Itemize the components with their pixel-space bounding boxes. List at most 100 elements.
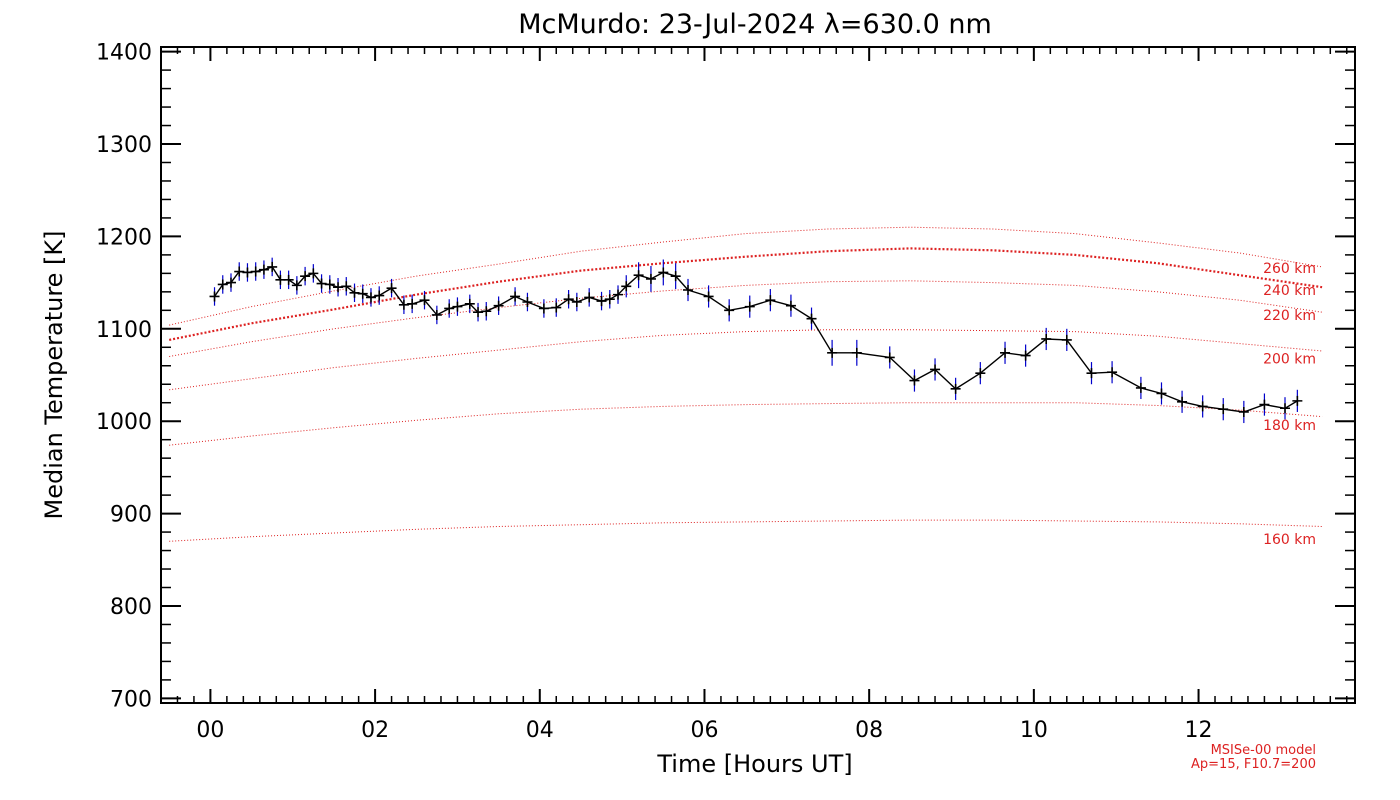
error-bars xyxy=(213,257,1298,424)
data-point xyxy=(374,290,385,301)
y-tick-label: 800 xyxy=(110,595,152,620)
data-point xyxy=(444,303,455,314)
model-label-200-km: 200 km xyxy=(1263,352,1316,368)
data-point xyxy=(464,298,475,309)
data-point xyxy=(250,266,261,277)
data-point xyxy=(398,299,409,310)
data-point xyxy=(1020,350,1031,361)
x-tick-label: 08 xyxy=(855,718,883,743)
x-tick-label: 04 xyxy=(526,718,554,743)
data-point xyxy=(291,280,302,291)
data-point xyxy=(884,352,895,363)
data-point xyxy=(419,295,430,306)
data-point xyxy=(613,289,624,300)
data-point xyxy=(407,298,418,309)
data-point xyxy=(621,281,632,292)
x-tick-label: 00 xyxy=(196,718,224,743)
y-tick-label: 1000 xyxy=(96,410,152,435)
plot-frame xyxy=(160,46,1356,704)
data-point xyxy=(806,313,817,324)
model-curve-200-km xyxy=(169,329,1323,391)
x-tick-label: 10 xyxy=(1020,718,1048,743)
data-point xyxy=(703,291,714,302)
data-point xyxy=(1177,396,1188,407)
data-point xyxy=(308,268,319,279)
data-point xyxy=(225,277,236,288)
model-curve-260-km xyxy=(169,226,1323,326)
data-point xyxy=(1156,388,1167,399)
observed-series xyxy=(209,261,1303,417)
data-point xyxy=(975,368,986,379)
data-point xyxy=(596,296,607,307)
chart-title: McMurdo: 23-Jul-2024 λ=630.0 nm xyxy=(518,9,992,40)
data-point xyxy=(349,287,360,298)
x-ticks: 00 02 04 06 08 10 12 xyxy=(176,47,1348,743)
data-point xyxy=(234,266,245,277)
data-point xyxy=(283,274,294,285)
model-curve-220-km xyxy=(169,280,1323,357)
model-curve-240-km xyxy=(168,247,1323,341)
y-tick-label: 700 xyxy=(110,687,152,712)
data-point xyxy=(1238,406,1249,417)
observed-line xyxy=(213,266,1298,413)
data-point xyxy=(645,273,656,284)
data-point xyxy=(785,300,796,311)
data-point xyxy=(365,292,376,303)
data-point xyxy=(584,292,595,303)
data-point xyxy=(324,279,335,290)
data-point xyxy=(1061,334,1072,345)
data-point xyxy=(950,383,961,394)
data-point xyxy=(333,282,344,293)
y-tick-label: 1300 xyxy=(96,133,152,158)
data-point xyxy=(1041,333,1052,344)
data-point xyxy=(658,267,669,278)
data-point xyxy=(1292,395,1303,406)
data-point xyxy=(1000,347,1011,358)
y-tick-label: 900 xyxy=(110,503,152,528)
y-tick-label: 1400 xyxy=(96,41,152,66)
y-tick-label: 1100 xyxy=(96,318,152,343)
data-point xyxy=(930,364,941,375)
model-note-line-2: Ap=15, F10.7=200 xyxy=(1191,757,1316,772)
model-label-160-km: 160 km xyxy=(1263,532,1316,548)
model-label-180-km: 180 km xyxy=(1263,418,1316,434)
x-tick-label: 06 xyxy=(690,718,718,743)
y-tick-label: 1200 xyxy=(96,225,152,250)
data-point xyxy=(1218,404,1229,415)
x-tick-label: 12 xyxy=(1185,718,1213,743)
data-point xyxy=(209,291,220,302)
data-point xyxy=(452,301,463,312)
data-point xyxy=(510,291,521,302)
data-point xyxy=(744,301,755,312)
data-point xyxy=(431,309,442,320)
data-point xyxy=(1280,403,1291,414)
model-label-220-km: 220 km xyxy=(1263,308,1316,324)
data-point xyxy=(1135,382,1146,393)
model-note-line-1: MSISe-00 model xyxy=(1211,743,1316,758)
data-point xyxy=(724,305,735,316)
data-point xyxy=(827,347,838,358)
data-point xyxy=(300,271,311,282)
data-point xyxy=(765,295,776,306)
data-point xyxy=(341,281,352,292)
data-point xyxy=(670,271,681,282)
data-point xyxy=(851,347,862,358)
x-tick-label: 02 xyxy=(361,718,389,743)
data-point xyxy=(258,264,269,275)
data-point xyxy=(563,294,574,305)
data-point xyxy=(357,288,368,299)
data-point xyxy=(267,261,278,272)
data-point xyxy=(386,283,397,294)
data-point xyxy=(551,302,562,313)
data-point xyxy=(538,303,549,314)
data-point xyxy=(571,297,582,308)
data-point xyxy=(1107,367,1118,378)
data-point xyxy=(473,307,484,318)
data-point xyxy=(522,297,533,308)
model-labels: 160 km 180 km 200 km 220 km 240 km 260 km xyxy=(1263,261,1316,548)
data-point xyxy=(493,300,504,311)
model-label-240-km: 240 km xyxy=(1263,283,1316,299)
data-point xyxy=(242,267,253,278)
y-ticks: 700 800 900 1000 1100 1200 1300 1400 xyxy=(96,41,1355,712)
